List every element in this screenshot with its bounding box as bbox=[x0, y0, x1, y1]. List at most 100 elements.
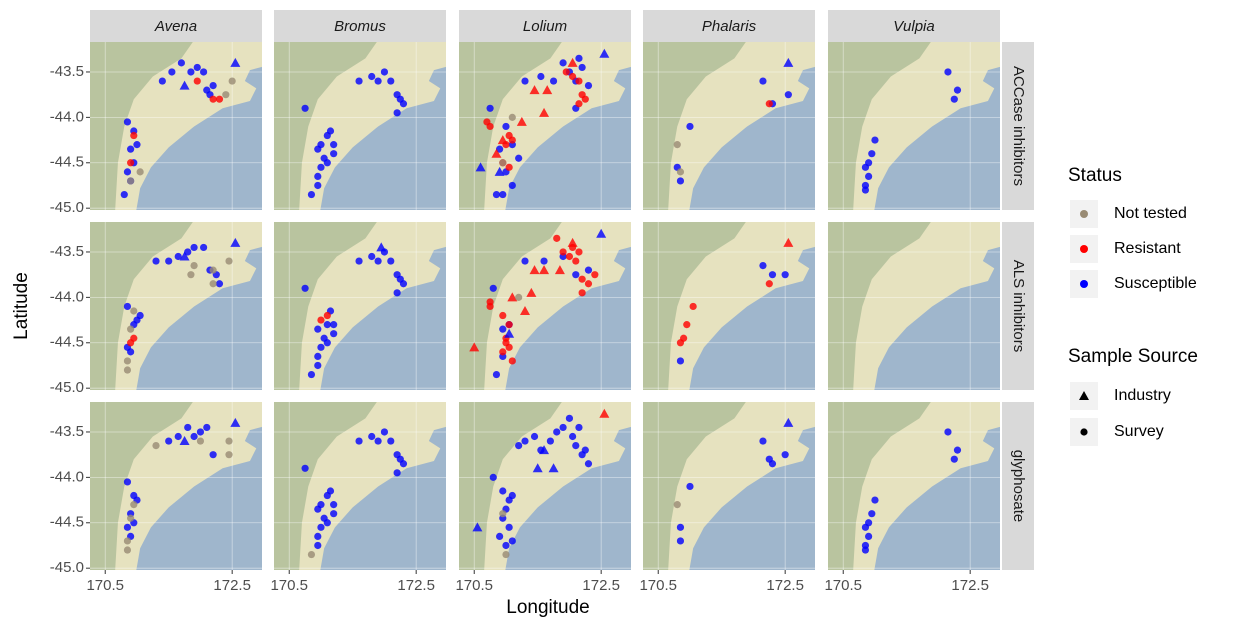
point bbox=[124, 357, 131, 364]
point bbox=[127, 515, 134, 522]
point bbox=[130, 132, 137, 139]
y-tick-label: -44.0 bbox=[50, 288, 84, 305]
point bbox=[531, 433, 538, 440]
point bbox=[493, 371, 500, 378]
point bbox=[493, 191, 500, 198]
point bbox=[785, 91, 792, 98]
point bbox=[394, 289, 401, 296]
point bbox=[502, 542, 509, 549]
point bbox=[575, 55, 582, 62]
point bbox=[124, 478, 131, 485]
panel bbox=[633, 216, 823, 398]
point bbox=[521, 77, 528, 84]
point bbox=[499, 487, 506, 494]
point bbox=[194, 77, 201, 84]
point bbox=[865, 173, 872, 180]
point bbox=[210, 280, 217, 287]
point bbox=[566, 415, 573, 422]
point bbox=[330, 150, 337, 157]
y-tick-label: -43.5 bbox=[50, 423, 84, 440]
point bbox=[308, 551, 315, 558]
point bbox=[314, 353, 321, 360]
point bbox=[579, 276, 586, 283]
point bbox=[190, 262, 197, 269]
point bbox=[229, 77, 236, 84]
point bbox=[521, 257, 528, 264]
y-tick-label: -44.5 bbox=[50, 154, 84, 171]
legend-label: Not tested bbox=[1114, 205, 1187, 222]
point bbox=[127, 326, 134, 333]
point bbox=[509, 182, 516, 189]
point bbox=[355, 437, 362, 444]
point bbox=[677, 357, 684, 364]
point bbox=[400, 100, 407, 107]
point bbox=[509, 114, 516, 121]
point bbox=[559, 424, 566, 431]
point bbox=[190, 244, 197, 251]
point bbox=[317, 524, 324, 531]
y-tick-label: -44.0 bbox=[50, 108, 84, 125]
point bbox=[674, 141, 681, 148]
point bbox=[502, 551, 509, 558]
point bbox=[509, 357, 516, 364]
point bbox=[559, 248, 566, 255]
point bbox=[951, 96, 958, 103]
point bbox=[553, 235, 560, 242]
point bbox=[216, 96, 223, 103]
y-tick-label: -45.0 bbox=[50, 199, 84, 216]
point bbox=[585, 460, 592, 467]
point bbox=[178, 59, 185, 66]
point bbox=[124, 537, 131, 544]
legend-label: Survey bbox=[1114, 423, 1164, 440]
point bbox=[862, 186, 869, 193]
point bbox=[308, 371, 315, 378]
point bbox=[944, 68, 951, 75]
point bbox=[225, 451, 232, 458]
panel bbox=[818, 36, 1008, 218]
point bbox=[314, 533, 321, 540]
panel bbox=[449, 36, 639, 218]
point bbox=[327, 127, 334, 134]
x-tick-label: 170.5 bbox=[455, 577, 493, 594]
point bbox=[374, 77, 381, 84]
point bbox=[121, 191, 128, 198]
legend-label: Industry bbox=[1114, 387, 1171, 404]
point bbox=[168, 68, 175, 75]
point bbox=[355, 77, 362, 84]
y-axis-title: Latitude bbox=[11, 272, 32, 340]
point bbox=[314, 506, 321, 513]
facet-label: Lolium bbox=[523, 18, 567, 35]
point bbox=[194, 64, 201, 71]
panel bbox=[449, 396, 639, 578]
point bbox=[550, 77, 557, 84]
point bbox=[509, 537, 516, 544]
x-tick-label: 170.5 bbox=[86, 577, 124, 594]
point bbox=[766, 280, 773, 287]
point bbox=[566, 253, 573, 260]
point bbox=[759, 77, 766, 84]
point bbox=[197, 428, 204, 435]
x-tick-label: 170.5 bbox=[824, 577, 862, 594]
point bbox=[387, 437, 394, 444]
point bbox=[210, 82, 217, 89]
point bbox=[572, 442, 579, 449]
panel bbox=[264, 396, 454, 578]
point bbox=[210, 451, 217, 458]
point bbox=[537, 73, 544, 80]
panel bbox=[449, 216, 639, 398]
point bbox=[499, 510, 506, 517]
facet-label: glyphosate bbox=[1010, 450, 1027, 523]
facet-label: Bromus bbox=[334, 18, 386, 35]
point bbox=[374, 257, 381, 264]
x-tick-label: 172.5 bbox=[951, 577, 989, 594]
point bbox=[506, 164, 513, 171]
point bbox=[579, 289, 586, 296]
panel bbox=[264, 216, 454, 398]
point bbox=[124, 546, 131, 553]
legend-swatch bbox=[1080, 428, 1087, 435]
point bbox=[572, 271, 579, 278]
facet-label: ALS inhibitors bbox=[1010, 260, 1027, 353]
point bbox=[159, 77, 166, 84]
panel bbox=[818, 216, 1008, 398]
point bbox=[314, 146, 321, 153]
